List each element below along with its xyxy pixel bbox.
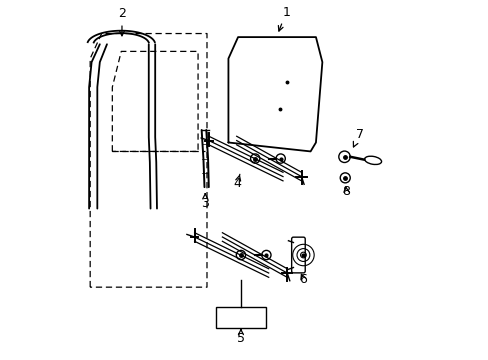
Text: 4: 4 xyxy=(233,174,241,190)
Text: 2: 2 xyxy=(118,8,125,36)
Text: 6: 6 xyxy=(299,273,307,286)
Bar xyxy=(216,307,265,328)
Text: 1: 1 xyxy=(278,6,290,31)
Text: 3: 3 xyxy=(201,194,209,210)
Text: 7: 7 xyxy=(353,128,363,147)
Text: 8: 8 xyxy=(342,185,349,198)
Text: 5: 5 xyxy=(237,329,244,346)
